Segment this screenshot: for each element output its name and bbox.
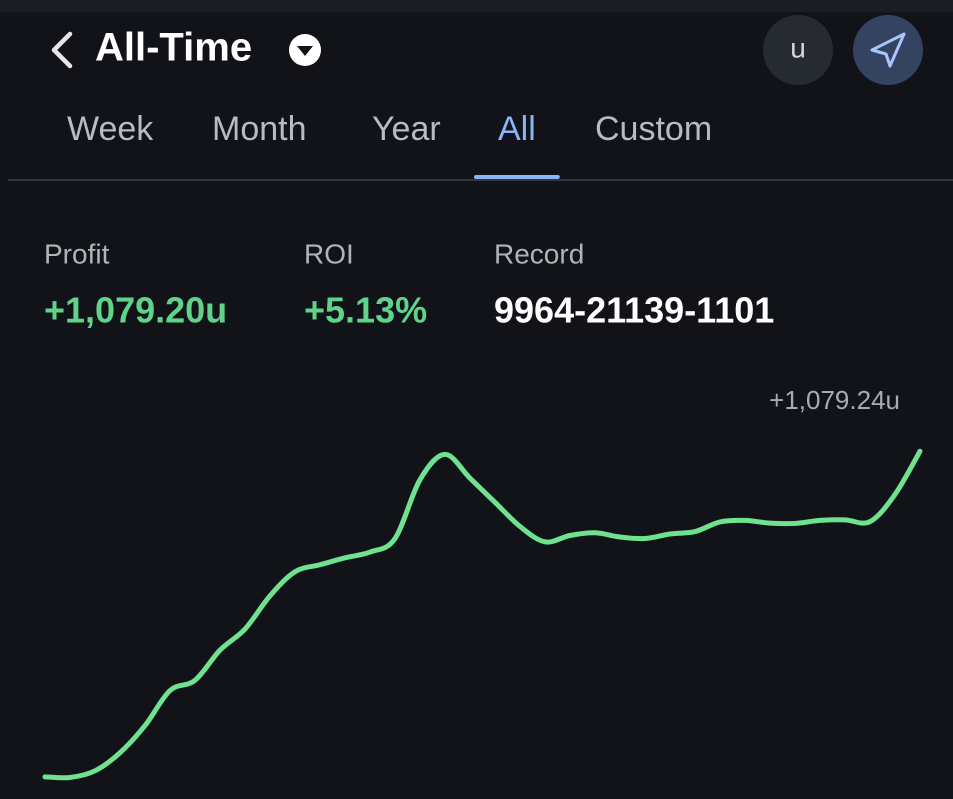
title: All-Time	[95, 26, 252, 70]
tab[interactable]: All	[498, 110, 536, 148]
stat-value: 9964-21139-1101	[494, 290, 774, 331]
unit-button-label: u	[790, 32, 806, 63]
top-strip	[0, 0, 953, 12]
stat-label: Profit	[44, 238, 110, 269]
share-icon	[870, 32, 906, 68]
tab[interactable]: Year	[372, 110, 441, 148]
dropdown-icon[interactable]	[289, 34, 321, 66]
stat-value: +1,079.20u	[44, 290, 227, 331]
stat-label: ROI	[304, 238, 354, 269]
end-annotation: +1,079.24u	[769, 385, 900, 415]
unit-button[interactable]	[763, 15, 833, 85]
tab[interactable]: Custom	[595, 110, 712, 148]
tab-indicator	[474, 175, 560, 179]
stat-value: +5.13%	[304, 290, 427, 331]
tab[interactable]: Week	[67, 110, 154, 148]
share-button[interactable]	[853, 15, 923, 85]
back-button[interactable]	[51, 31, 73, 69]
profit-line	[42, 448, 923, 781]
tab[interactable]: Month	[212, 110, 307, 148]
stat-label: Record	[494, 238, 584, 269]
